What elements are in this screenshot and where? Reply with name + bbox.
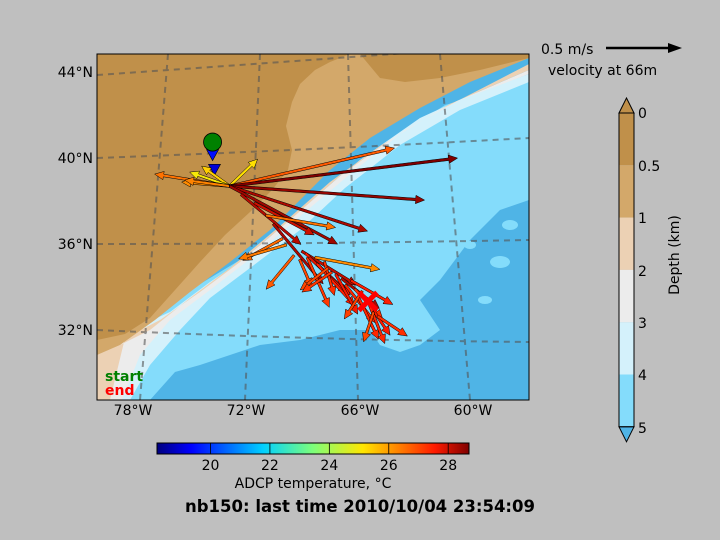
temperature-colorbar: 20 22 24 26 28 ADCP temperature, °C xyxy=(156,442,470,492)
velocity-arrow xyxy=(237,243,288,261)
temperature-colorbar-gradient xyxy=(156,442,470,455)
temperature-colorbar-label: ADCP temperature, °C xyxy=(235,476,392,492)
end-legend-label: end xyxy=(105,383,134,399)
y-axis: 44°N 40°N 36°N 32°N xyxy=(58,65,93,339)
y-tick-label: 44°N xyxy=(58,65,93,81)
x-tick-label: 66°W xyxy=(341,403,380,419)
velocity-arrow xyxy=(314,255,381,273)
velocity-arrow xyxy=(229,154,459,188)
velocity-arrow xyxy=(349,278,394,305)
end-marker xyxy=(357,290,379,313)
depth-colorbar-label: Depth (km) xyxy=(667,215,683,295)
end-layer xyxy=(203,132,379,313)
scale-sublabel: velocity at 66m xyxy=(548,63,657,79)
velocity-arrow xyxy=(229,145,396,188)
depth-colorbar-segment xyxy=(619,322,634,375)
velocity-arrow xyxy=(265,213,337,231)
chart-title: nb150: last time 2010/10/04 23:54:09 xyxy=(185,497,535,516)
velocity-arrow xyxy=(228,158,259,188)
velocity-scale: 0.5 m/s velocity at 66m xyxy=(541,42,682,79)
velocity-arrow xyxy=(376,314,408,337)
depth-colorbar-segment xyxy=(619,113,634,166)
temperature-tick-label: 24 xyxy=(320,458,338,474)
depth-colorbar-segment xyxy=(619,165,634,218)
velocity-arrow xyxy=(301,270,334,293)
temperature-tick-label: 28 xyxy=(439,458,457,474)
x-tick-label: 78°W xyxy=(114,403,153,419)
velocity-arrow xyxy=(229,184,426,205)
scale-arrowhead xyxy=(668,43,682,53)
depth-colorbar-top-extend xyxy=(618,96,635,114)
velocity-arrow xyxy=(228,184,369,233)
velocity-arrow xyxy=(184,176,231,188)
map: start end 44°N 40°N 36°N 32°N 78°W 72°W … xyxy=(58,53,530,419)
y-tick-label: 36°N xyxy=(58,237,93,253)
start-legend-label: start xyxy=(105,369,143,385)
depth-tick: 2 xyxy=(638,264,647,280)
graticule xyxy=(97,54,529,400)
velocity-arrow xyxy=(228,184,339,245)
depth-colorbar: Depth (km) 0 0.5 1 2 3 4 5 xyxy=(618,96,683,443)
depth-tick: 0.5 xyxy=(638,159,660,175)
depth-colorbar-segment xyxy=(619,374,634,427)
depth-tick: 5 xyxy=(638,421,647,437)
depth-colorbar-segment xyxy=(619,269,634,323)
depth-ticks: 0 0.5 1 2 3 4 5 xyxy=(638,106,660,437)
depth-colorbar-segment xyxy=(619,217,634,270)
track-point xyxy=(207,164,221,176)
depth-tick: 1 xyxy=(638,211,647,227)
scale-label: 0.5 m/s xyxy=(541,42,593,58)
depth-colorbar-bottom-extend xyxy=(618,426,635,443)
temperature-tick-label: 26 xyxy=(380,458,398,474)
x-tick-label: 72°W xyxy=(227,403,266,419)
depth-tick: 4 xyxy=(638,368,647,384)
depth-tick: 3 xyxy=(638,316,647,332)
velocity-arrow xyxy=(265,254,296,290)
map-frame xyxy=(96,53,530,401)
land-ne xyxy=(360,54,529,82)
temperature-tick-label: 22 xyxy=(261,458,279,474)
y-tick-label: 32°N xyxy=(58,323,93,339)
velocity-arrow xyxy=(239,193,302,245)
depth-3km-band xyxy=(97,74,529,400)
y-tick-label: 40°N xyxy=(58,151,93,167)
velocity-arrow xyxy=(315,262,356,307)
temperature-tick-label: 20 xyxy=(202,458,220,474)
start-marker xyxy=(203,132,222,152)
x-tick-label: 60°W xyxy=(454,403,493,419)
depth-colorbar-frame xyxy=(618,112,635,428)
depth-tick: 0 xyxy=(638,106,647,122)
vector-layer xyxy=(154,145,459,345)
velocity-arrow xyxy=(362,311,376,343)
x-axis: 78°W 72°W 66°W 60°W xyxy=(114,403,493,419)
land xyxy=(97,54,350,340)
seamounts xyxy=(424,211,518,304)
